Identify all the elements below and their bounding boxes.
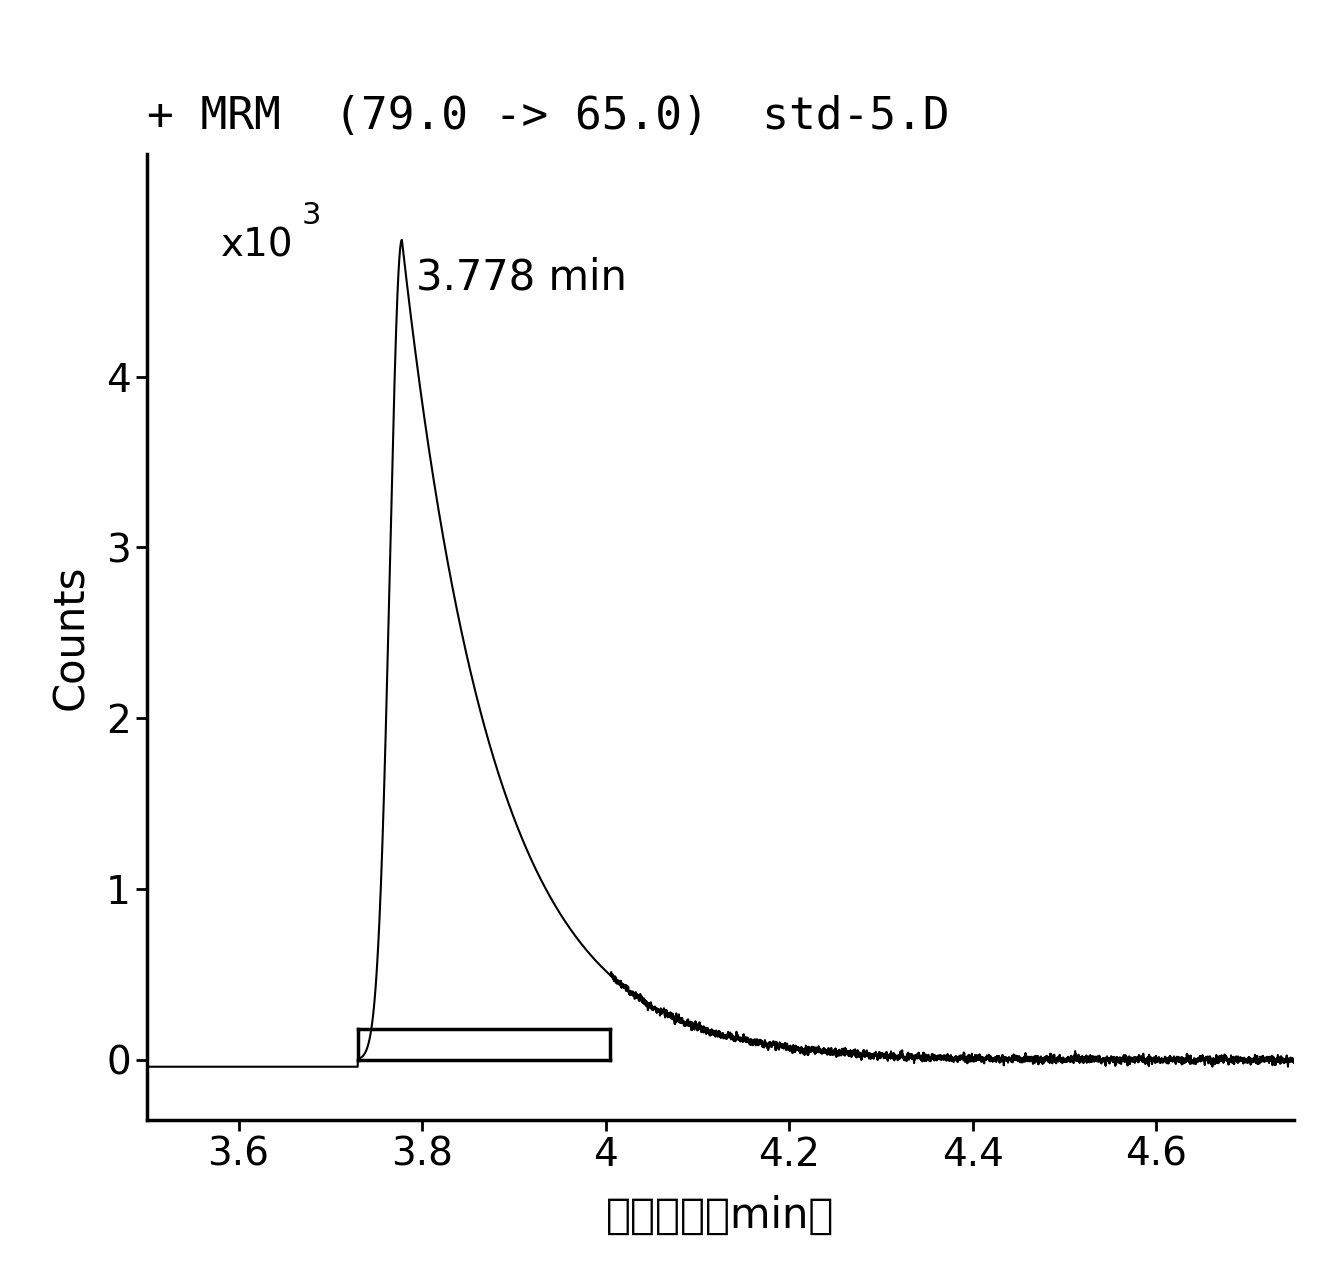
Text: + MRM  (79.0 -> 65.0)  std-5.D: + MRM (79.0 -> 65.0) std-5.D <box>147 95 950 139</box>
Text: 3: 3 <box>301 201 321 230</box>
Text: x10: x10 <box>221 227 293 265</box>
Y-axis label: Counts: Counts <box>49 565 92 709</box>
Text: 3.778 min: 3.778 min <box>416 256 627 299</box>
X-axis label: 采集时间（min）: 采集时间（min） <box>606 1194 835 1237</box>
